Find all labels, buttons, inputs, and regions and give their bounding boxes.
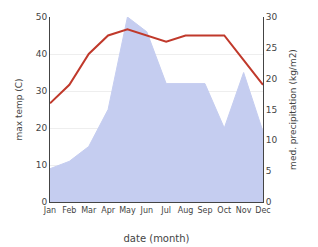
svg-text:Aug: Aug bbox=[178, 206, 194, 215]
svg-text:Oct: Oct bbox=[217, 206, 231, 215]
svg-text:May: May bbox=[119, 206, 136, 215]
svg-text:30: 30 bbox=[36, 86, 48, 96]
svg-text:date (month): date (month) bbox=[124, 233, 190, 244]
svg-text:30: 30 bbox=[266, 12, 278, 22]
svg-text:Jul: Jul bbox=[160, 206, 171, 215]
svg-text:Nov: Nov bbox=[236, 206, 252, 215]
svg-text:Dec: Dec bbox=[255, 206, 270, 215]
svg-text:0: 0 bbox=[266, 197, 272, 207]
svg-text:Jun: Jun bbox=[140, 206, 154, 215]
svg-text:med. precipitation (kg/m2): med. precipitation (kg/m2) bbox=[288, 49, 298, 170]
svg-text:20: 20 bbox=[36, 123, 48, 133]
svg-text:0: 0 bbox=[41, 197, 47, 207]
svg-text:Mar: Mar bbox=[81, 206, 97, 215]
svg-text:max temp (C): max temp (C) bbox=[14, 78, 24, 140]
svg-text:Feb: Feb bbox=[62, 206, 76, 215]
svg-text:Jan: Jan bbox=[43, 206, 56, 215]
svg-text:Sep: Sep bbox=[197, 206, 212, 215]
svg-text:50: 50 bbox=[36, 12, 48, 22]
svg-text:40: 40 bbox=[36, 49, 48, 59]
svg-text:15: 15 bbox=[266, 105, 277, 115]
svg-text:20: 20 bbox=[266, 74, 278, 84]
svg-text:Apr: Apr bbox=[101, 206, 116, 215]
svg-text:5: 5 bbox=[266, 166, 272, 176]
svg-text:10: 10 bbox=[266, 135, 278, 145]
svg-text:25: 25 bbox=[266, 43, 277, 53]
svg-text:10: 10 bbox=[36, 160, 48, 170]
